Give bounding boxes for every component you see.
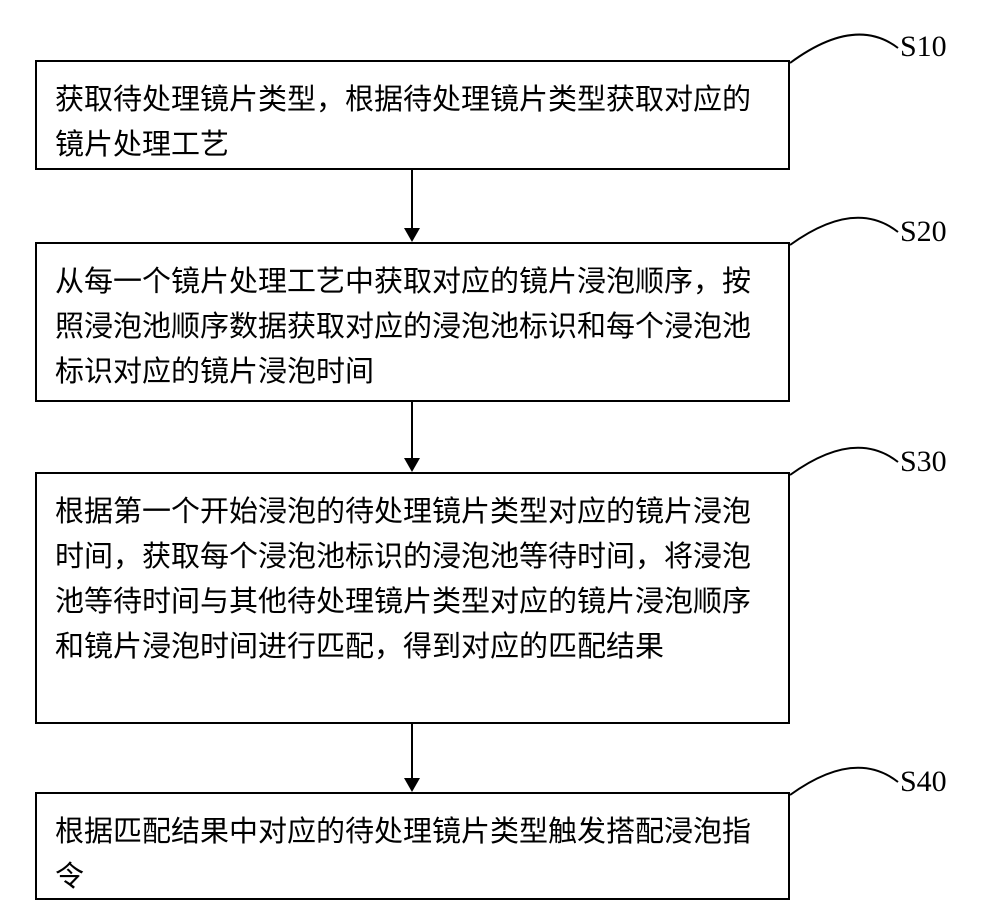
flowchart-container: 获取待处理镜片类型，根据待处理镜片类型获取对应的镜片处理工艺 S10 从每一个镜…: [0, 0, 1000, 904]
label-connector-s40: [0, 0, 1000, 904]
step-label-s40: S40: [900, 765, 947, 799]
